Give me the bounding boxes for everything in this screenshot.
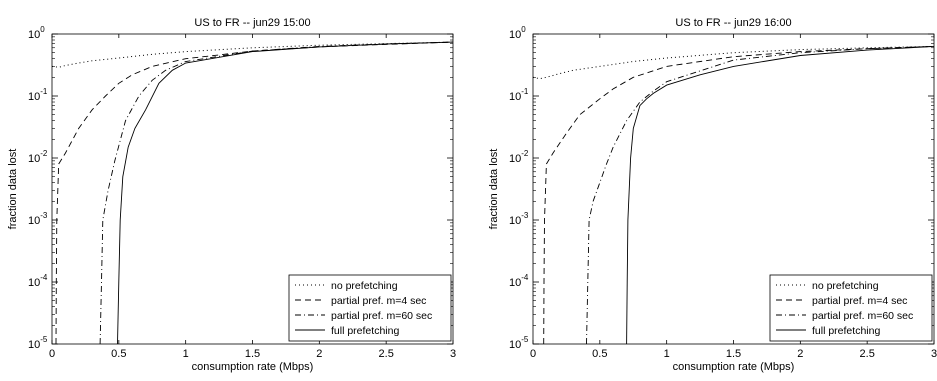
chart-1-legend-label-2: partial pref. m=4 sec [331,295,426,307]
chart-2-series-4-line [626,45,935,345]
chart-1-x-tick-label: 1 [183,348,189,360]
chart-1-y-tick-base: 10 [28,153,40,165]
chart-1-y-tick-exponent: -2 [40,149,48,158]
chart-1-y-tick-base: 10 [28,339,40,351]
chart-1-x-tick-label: 0 [49,348,55,360]
chart-1-legend-label-1: no prefetching [331,280,398,292]
chart-1-series-1-line [51,41,454,68]
chart-1-legend-label-3: partial pref. m=60 sec [331,310,432,322]
chart-2-x-tick-label: 2.5 [860,348,875,360]
chart-1-y-tick-exponent: 0 [40,25,45,34]
chart-2-y-tick-exponent: -1 [521,87,529,96]
chart-2-title: US to FR -- jun29 16:00 [675,17,791,29]
chart-1-y-tick-base: 10 [28,29,40,41]
chart-2-x-tick-label: 1 [664,348,670,360]
chart-2-y-tick-label: 100 [509,25,526,41]
chart-2-legend-label-2: partial pref. m=4 sec [812,295,907,307]
chart-1-x-tick-label: 0.5 [111,348,126,360]
chart-2-y-tick-label: 10-4 [509,273,529,289]
chart-2-y-tick-base: 10 [509,29,521,41]
chart-1-y-tick-base: 10 [28,91,40,103]
chart-1-y-tick-exponent: -4 [40,273,48,282]
chart-2-y-tick-base: 10 [509,153,521,165]
chart-2-legend: no prefetching partial pref. m=4 sec parti… [769,274,933,342]
chart-1-series-4-line [117,41,454,345]
chart-1-legend-label-4: full prefetching [331,325,399,337]
chart-2-x-tick-label: 2 [797,348,803,360]
chart-2-y-tick-exponent: -3 [521,211,529,220]
chart-1-legend: no prefetching partial pref. m=4 sec parti… [288,274,452,342]
chart-1-y-tick-exponent: -5 [40,335,48,344]
chart-2-legend-label-1: no prefetching [812,280,879,292]
chart-1-y-tick-base: 10 [28,277,40,289]
chart-2-y-tick-exponent: -2 [521,149,529,158]
chart-1-title: US to FR -- jun29 15:00 [194,17,310,29]
chart-2-x-tick-label: 0 [530,348,536,360]
chart-1-y-tick-label: 100 [28,25,45,41]
chart-1-y-tick-label: 10-4 [28,273,48,289]
chart-1-y-tick-label: 10-2 [28,149,48,165]
chart-2-y-tick-base: 10 [509,215,521,227]
chart-2-y-tick-exponent: -4 [521,273,529,282]
chart-1-y-tick-label: 10-1 [28,87,48,103]
chart-1-y-axis-label: fraction data lost [7,149,19,230]
chart-1-y-tick-exponent: -3 [40,211,48,220]
chart-1-series-3-line [99,41,454,345]
chart-1-y-tick-exponent: -1 [40,87,48,96]
chart-1-y-tick-base: 10 [28,215,40,227]
chart-2-y-tick-exponent: 0 [521,25,526,34]
chart-2-y-tick-label: 10-1 [509,87,529,103]
chart-1-x-tick-label: 1.5 [245,348,260,360]
chart-1-x-tick-label: 2.5 [379,348,394,360]
chart-1-panel: US to FR -- jun29 15:000 0.5 1 1.5 2 2.5 310-5… [7,17,456,373]
chart-2-y-tick-exponent: -5 [521,335,529,344]
chart-2-y-tick-base: 10 [509,277,521,289]
chart-1-x-tick-label: 2 [316,348,322,360]
chart-2-x-tick-label: 1.5 [726,348,741,360]
chart-2-legend-label-3: partial pref. m=60 sec [812,310,913,322]
chart-2-x-axis-label: consumption rate (Mbps) [673,361,795,373]
chart-2-series-1-line [532,45,935,80]
chart-2-series-2-line [543,45,935,345]
chart-2-y-axis-label: fraction data lost [488,149,500,230]
chart-2-legend-label-4: full prefetching [812,325,880,337]
chart-1-y-tick-label: 10-5 [28,335,48,351]
chart-2-x-tick-label: 0.5 [592,348,607,360]
chart-1-y-tick-label: 10-3 [28,211,48,227]
chart-2-x-tick-label: 3 [931,348,937,360]
chart-2-y-tick-label: 10-3 [509,211,529,227]
chart-2-y-tick-label: 10-5 [509,335,529,351]
chart-1-x-axis-label: consumption rate (Mbps) [192,361,314,373]
chart-2-panel: US to FR -- jun29 16:000 0.5 1 1.5 2 2.5 310-5… [488,17,937,373]
chart-2-series-3-line [586,45,935,345]
chart-1-x-tick-label: 3 [450,348,456,360]
chart-2-y-tick-base: 10 [509,91,521,103]
chart-2-y-tick-base: 10 [509,339,521,351]
chart-2-y-tick-label: 10-2 [509,149,529,165]
